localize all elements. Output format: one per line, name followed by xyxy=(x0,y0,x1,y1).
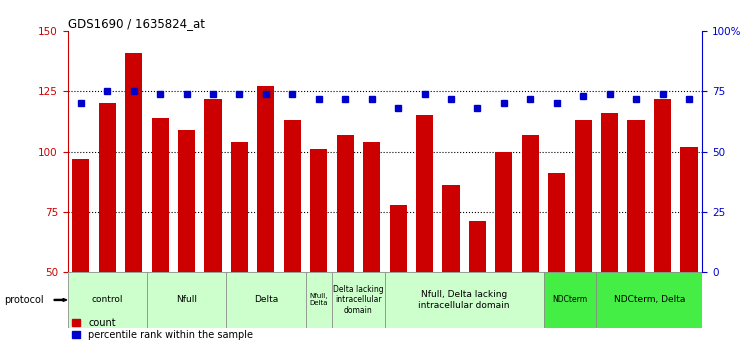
Bar xyxy=(231,142,248,272)
Bar xyxy=(125,53,142,272)
Text: GDS1690 / 1635824_at: GDS1690 / 1635824_at xyxy=(68,17,204,30)
Bar xyxy=(72,159,89,272)
Text: NDCterm: NDCterm xyxy=(553,295,587,304)
Bar xyxy=(204,99,222,272)
Bar xyxy=(363,142,380,272)
Bar xyxy=(544,272,596,328)
Text: Delta lacking
intracellular
domain: Delta lacking intracellular domain xyxy=(333,285,384,315)
Text: Nfull,
Delta: Nfull, Delta xyxy=(309,294,328,306)
Legend: count, percentile rank within the sample: count, percentile rank within the sample xyxy=(72,318,253,340)
Bar xyxy=(310,149,327,272)
Text: Nfull, Delta lacking
intracellular domain: Nfull, Delta lacking intracellular domai… xyxy=(418,290,510,309)
Text: Nfull: Nfull xyxy=(176,295,197,304)
Bar xyxy=(68,272,147,328)
Bar xyxy=(601,113,618,272)
Text: control: control xyxy=(92,295,123,304)
Bar xyxy=(332,272,385,328)
Bar xyxy=(548,173,566,272)
Bar xyxy=(336,135,354,272)
Bar xyxy=(628,120,644,272)
Bar xyxy=(495,151,512,272)
Bar xyxy=(147,272,226,328)
Bar xyxy=(152,118,169,272)
Bar xyxy=(416,116,433,272)
Bar xyxy=(469,221,486,272)
Bar xyxy=(98,104,116,272)
Bar xyxy=(178,130,195,272)
Text: protocol: protocol xyxy=(4,295,44,305)
Bar xyxy=(284,120,301,272)
Bar xyxy=(226,272,306,328)
Bar xyxy=(442,185,460,272)
Text: Delta: Delta xyxy=(254,295,278,304)
Bar xyxy=(680,147,698,272)
Bar xyxy=(596,272,702,328)
Text: NDCterm, Delta: NDCterm, Delta xyxy=(614,295,685,304)
Bar xyxy=(385,272,544,328)
Bar xyxy=(654,99,671,272)
Bar xyxy=(522,135,539,272)
Bar xyxy=(306,272,332,328)
Bar xyxy=(390,205,407,272)
Bar xyxy=(575,120,592,272)
Bar xyxy=(258,87,275,272)
